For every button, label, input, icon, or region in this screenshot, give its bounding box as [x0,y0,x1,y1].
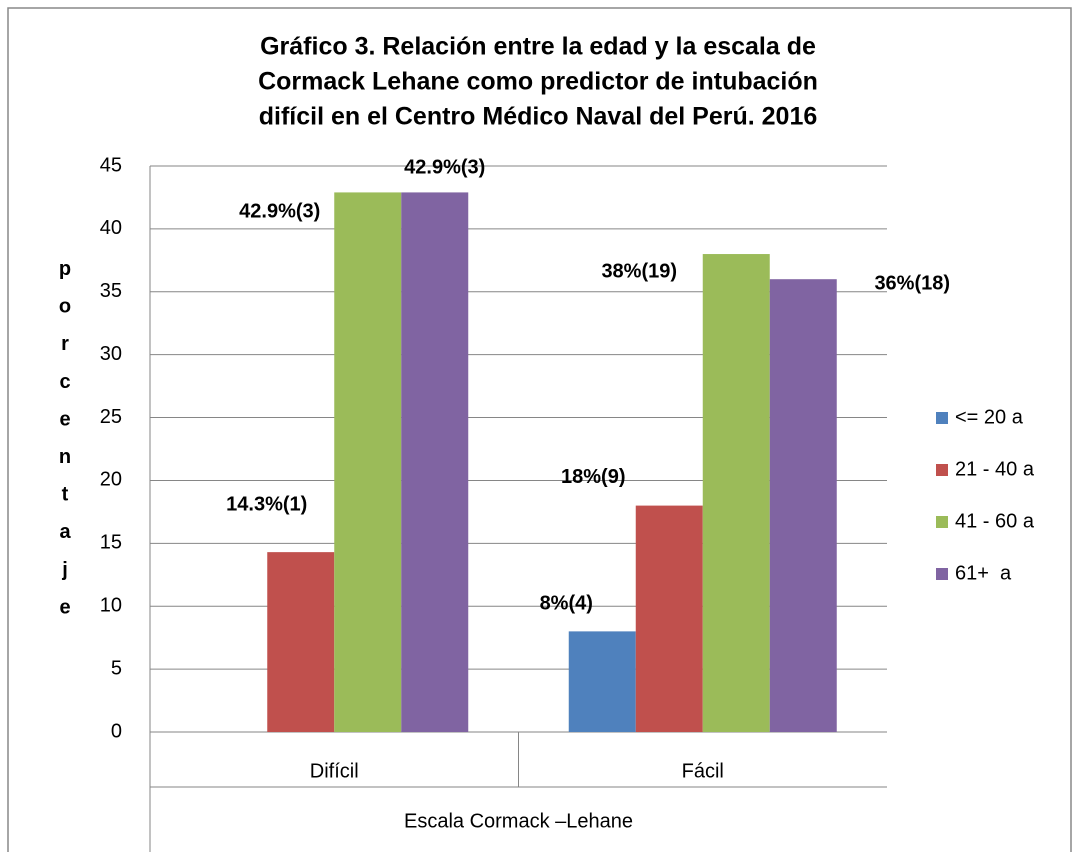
bar [401,192,469,732]
y-tick-label: 30 [100,343,122,365]
x-tick-label: Difícil [310,760,359,782]
y-tick-label: 20 [100,469,122,491]
y-tick-label: 25 [100,406,122,428]
y-tick-label: 35 [100,280,122,302]
legend-swatch [936,412,948,424]
chart-border [7,7,1072,852]
data-label: 42.9%(3) [404,157,485,179]
legend-swatch [936,464,948,476]
bar [568,631,636,732]
bar [702,254,770,733]
y-tick-label: 5 [111,657,122,679]
bar [769,279,837,732]
legend-swatch [936,516,948,528]
chart-title: Gráfico 3. Relación entre la edad y la e… [260,33,816,61]
data-label: 14.3%(1) [226,493,307,515]
x-axis-label: Escala Cormack –Lehane [404,810,633,832]
chart-title: difícil en el Centro Médico Naval del Pe… [259,103,818,131]
legend-label: 41 - 60 a [955,510,1035,532]
data-label: 38%(19) [601,260,677,282]
legend-swatch [936,568,948,580]
legend-label: 21 - 40 a [955,458,1035,480]
data-label: 42.9%(3) [239,201,320,223]
y-tick-label: 15 [100,532,122,554]
bar [267,552,335,732]
legend-label: 61+ a [955,562,1012,584]
data-label: 36%(18) [874,272,950,294]
chart-title: Cormack Lehane como predictor de intubac… [258,68,818,96]
y-tick-label: 10 [100,595,122,617]
bar [334,192,402,732]
data-label: 8%(4) [540,593,593,615]
legend-label: <= 20 a [955,406,1024,428]
y-tick-label: 0 [111,720,122,742]
y-tick-label: 45 [100,154,122,176]
bar [635,505,703,732]
y-tick-label: 40 [100,217,122,239]
data-label: 18%(9) [561,466,625,488]
x-tick-label: Fácil [682,760,724,782]
